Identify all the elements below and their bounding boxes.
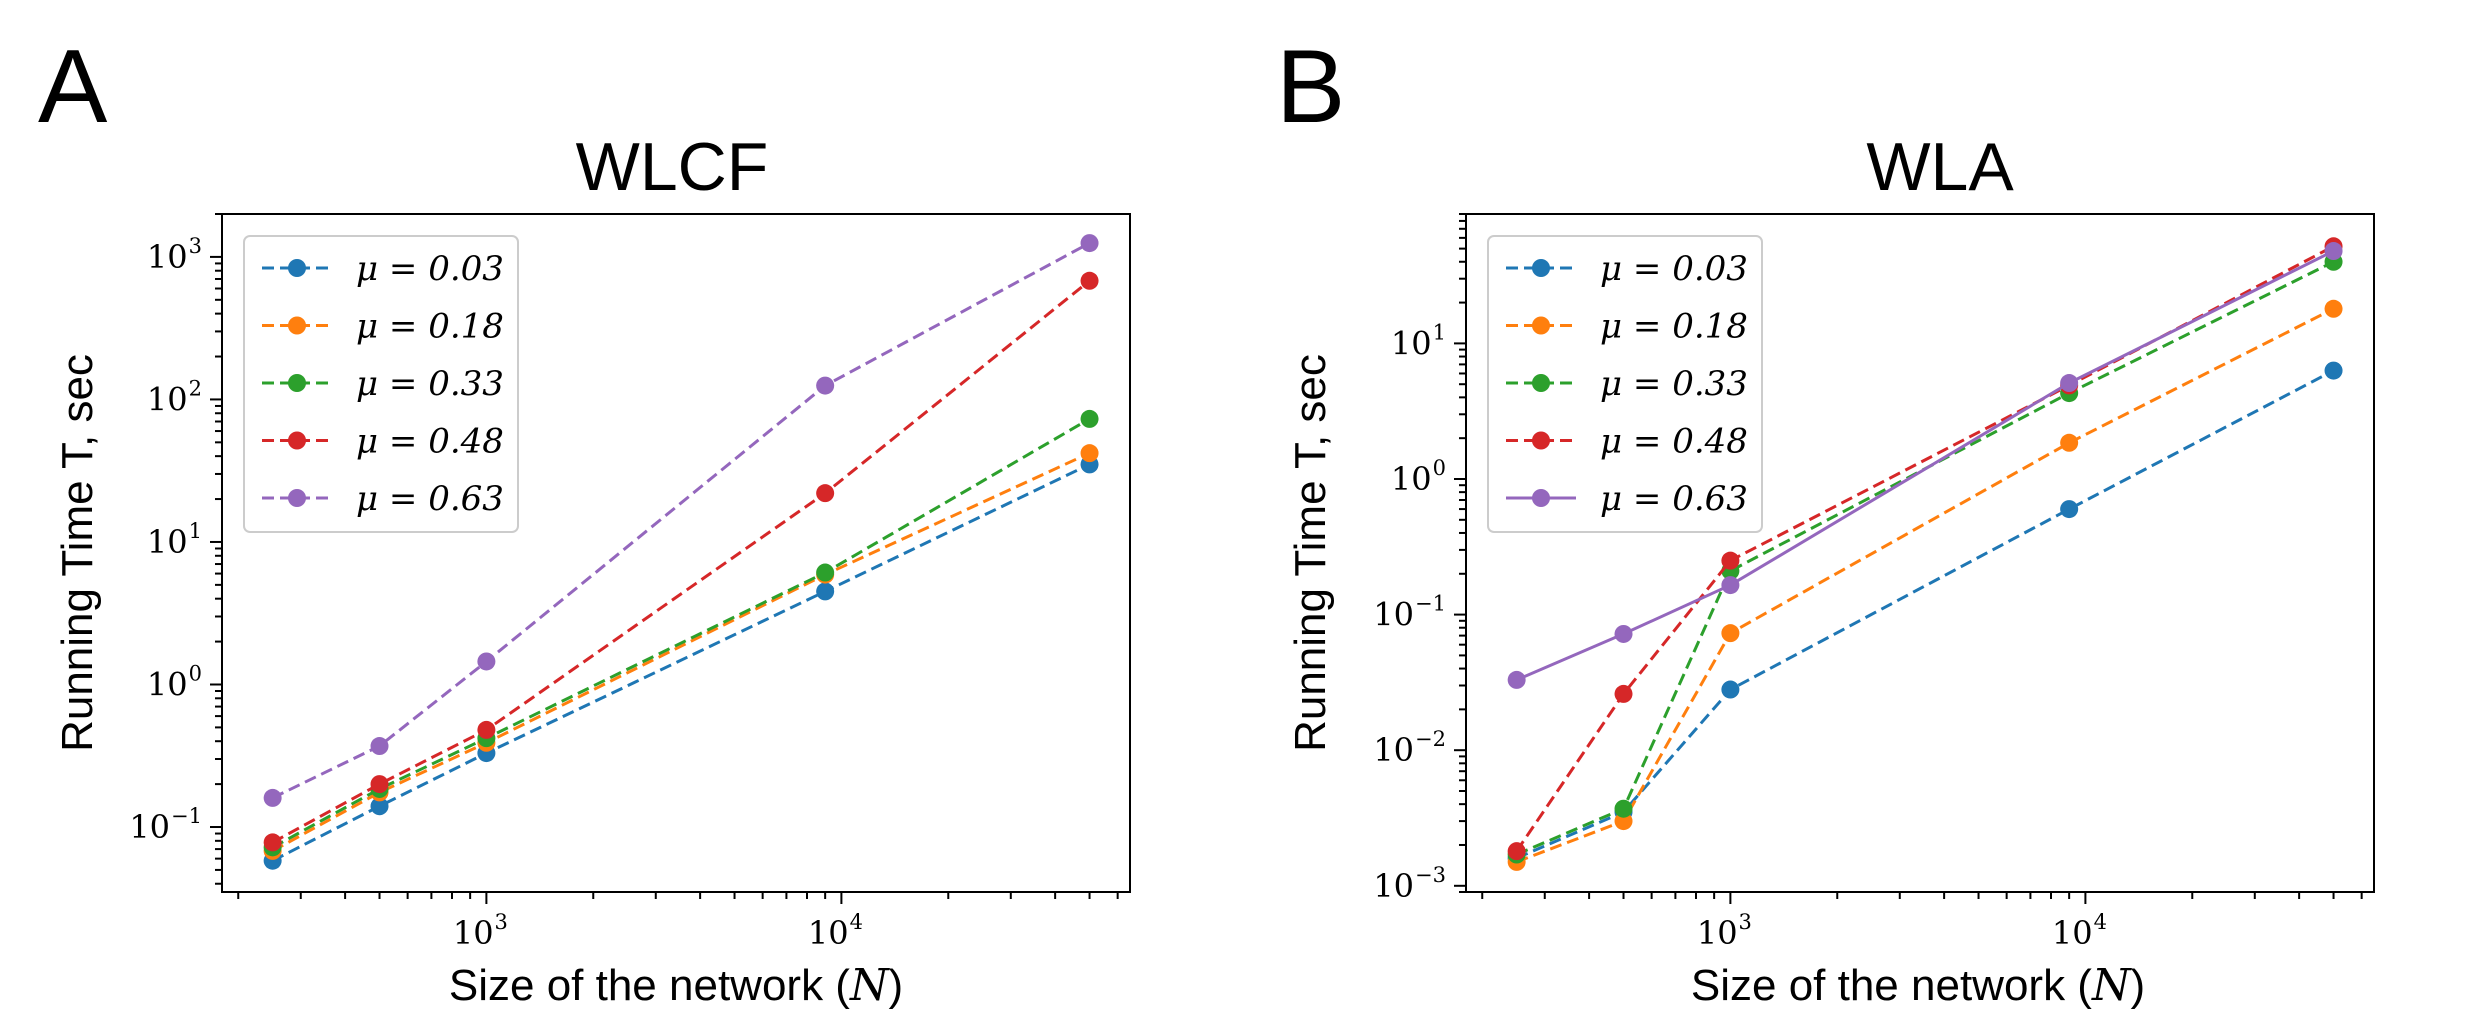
data-point xyxy=(370,797,389,816)
data-point xyxy=(1721,680,1740,699)
chart-panel-b: B WLA 103 104 10−3 10−2 10−1 100 101 Running Time… xyxy=(1276,29,2375,1011)
chart-title: WLCF xyxy=(576,129,769,205)
legend-marker xyxy=(288,259,306,277)
data-point xyxy=(1507,842,1526,861)
data-point xyxy=(263,788,282,807)
data-point xyxy=(816,376,835,395)
data-point xyxy=(1614,812,1633,831)
data-point xyxy=(2324,299,2343,318)
data-point xyxy=(2060,500,2079,519)
plot-frame xyxy=(1465,213,2375,893)
data-point xyxy=(1721,624,1740,643)
x-axis-label: Size of the network (N) xyxy=(1691,960,2145,1011)
legend-label: μ = 0.03 xyxy=(356,249,504,289)
data-point xyxy=(370,737,389,756)
data-point xyxy=(477,652,496,671)
data-point xyxy=(477,720,496,739)
data-point xyxy=(1721,551,1740,570)
data-point xyxy=(2324,361,2343,380)
y-tick-label: 10−2 xyxy=(1373,727,1446,769)
legend-label: μ = 0.63 xyxy=(356,479,504,519)
data-point xyxy=(370,775,389,794)
data-point xyxy=(1080,234,1099,253)
legend-label: μ = 0.33 xyxy=(1600,364,1748,404)
data-point xyxy=(1080,409,1099,428)
y-tick-label: 100 xyxy=(1391,456,1446,498)
x-tick-label: 104 xyxy=(808,910,863,952)
y-axis-label: Running Time T, sec xyxy=(1286,354,1335,752)
data-point xyxy=(816,563,835,582)
series-4 xyxy=(263,234,1099,807)
data-point xyxy=(1080,271,1099,290)
legend-marker xyxy=(288,431,306,450)
data-point xyxy=(263,833,282,852)
legend-marker xyxy=(1532,489,1550,507)
legend: μ = 0.03 μ = 0.18 μ = 0.33 μ = 0.48 μ = 0.63 xyxy=(1487,235,1763,533)
legend-marker xyxy=(288,489,306,507)
y-axis-label: Running Time T, sec xyxy=(53,354,102,752)
y-tick-label: 101 xyxy=(1391,320,1446,362)
data-point xyxy=(1614,684,1633,703)
data-point xyxy=(816,484,835,503)
chart-panel-a: A WLCF 103 104 10−1 100 101 102 103 Running Time … xyxy=(38,29,1131,1011)
legend-marker xyxy=(1532,374,1550,392)
legend-label: μ = 0.33 xyxy=(356,364,504,404)
y-tick-label: 10−1 xyxy=(1373,592,1446,634)
legend-label: μ = 0.18 xyxy=(356,307,504,347)
x-tick-label: 103 xyxy=(453,910,508,952)
y-tick-label: 103 xyxy=(147,234,202,276)
legend-box xyxy=(1487,235,1763,533)
y-tick-label: 10−3 xyxy=(1373,863,1446,905)
legend-box xyxy=(243,235,519,533)
series-1 xyxy=(1507,299,2343,871)
series-4 xyxy=(1507,242,2343,689)
data-point xyxy=(1614,799,1633,818)
legend-marker xyxy=(288,374,306,392)
y-tick-label: 100 xyxy=(147,661,202,703)
y-tick-label: 10−1 xyxy=(129,804,202,846)
data-point xyxy=(1507,670,1526,689)
y-tick-label: 101 xyxy=(147,519,202,561)
data-point xyxy=(1614,624,1633,643)
chart-title: WLA xyxy=(1866,129,2014,205)
x-tick-label: 104 xyxy=(2052,910,2107,952)
data-point xyxy=(2324,242,2343,261)
legend-label: μ = 0.48 xyxy=(356,422,504,462)
legend-marker xyxy=(1532,259,1550,277)
legend-marker xyxy=(1532,316,1550,335)
x-axis-label: Size of the network (N) xyxy=(449,960,903,1011)
legend-label: μ = 0.03 xyxy=(1600,249,1748,289)
series-3 xyxy=(263,271,1099,852)
legend-marker xyxy=(288,316,306,335)
legend-label: μ = 0.18 xyxy=(1600,307,1748,347)
y-tick-label: 102 xyxy=(147,376,202,418)
data-point xyxy=(1721,576,1740,595)
legend-label: μ = 0.63 xyxy=(1600,479,1748,519)
panel-letter: B xyxy=(1276,29,1345,145)
panel-letter: A xyxy=(38,29,108,145)
data-point xyxy=(2060,433,2079,452)
legend: μ = 0.03 μ = 0.18 μ = 0.33 μ = 0.48 μ = 0.63 xyxy=(243,235,519,533)
legend-label: μ = 0.48 xyxy=(1600,422,1748,462)
x-tick-label: 103 xyxy=(1697,910,1752,952)
data-point xyxy=(816,582,835,601)
data-point xyxy=(1080,444,1099,463)
legend-marker xyxy=(1532,431,1550,450)
plot-frame xyxy=(221,213,1131,893)
series-line xyxy=(1516,260,2335,856)
data-point xyxy=(2060,374,2079,393)
